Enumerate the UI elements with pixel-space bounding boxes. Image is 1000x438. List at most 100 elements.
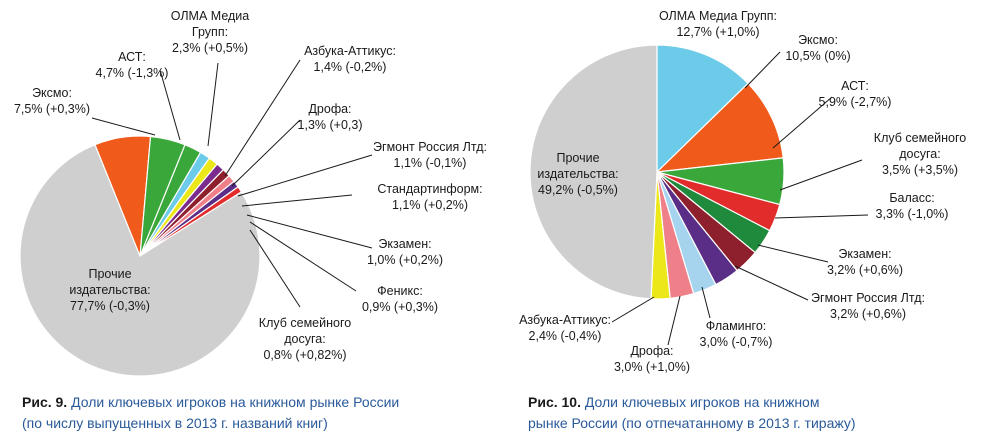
pie1-label-0-line-2: 2,3% (+0,5%) <box>172 41 248 55</box>
pie1-leader-1 <box>224 59 301 177</box>
pie-chart-1: ОЛМА Медиа Групп: 2,3% (+0,5%) Азбука-Аттик… <box>14 9 487 377</box>
pie2-slice-1 <box>655 82 784 173</box>
pie2-leader-7 <box>701 286 711 319</box>
pie1-leader-9 <box>91 117 156 136</box>
pie2-label-3-line-2: 3,5% (+3,5%) <box>882 163 958 177</box>
pie2-label-6-line-1: 3,2% (+0,6%) <box>830 307 906 321</box>
pie1-leader-2 <box>231 119 301 187</box>
pie2-label-10-line-0: Прочие <box>556 151 599 165</box>
pie2-label-5: Экзамен: 3,2% (+0,6%) <box>827 247 903 277</box>
pie1-label-3-line-1: 1,1% (-0,1%) <box>394 156 467 170</box>
pie2-label-0: ОЛМА Медиа Групп: 12,7% (+1,0%) <box>659 9 777 39</box>
pie1-label-10-line-1: 4,7% (-1,3%) <box>96 66 169 80</box>
pie1-label-8-line-2: 77,7% (-0,3%) <box>70 299 150 313</box>
pie2-leader-2 <box>772 96 833 149</box>
pie2-label-2: АСТ: 5,9% (-2,7%) <box>819 79 892 109</box>
caption-fig10-line1: Доли ключевых игроков на книжном <box>584 394 820 410</box>
pie2-label-10-line-1: издательства: <box>537 167 618 181</box>
pie1-leader-4 <box>241 194 353 207</box>
pie2-label-6-line-0: Эгмонт Россия Лтд: <box>811 291 925 305</box>
pie2-label-4: Баласс: 3,3% (-1,0%) <box>876 191 949 221</box>
pie2-label-9: Азбука-Аттикус: 2,4% (-0,4%) <box>519 313 611 343</box>
pie2-leader-1 <box>744 51 781 89</box>
pie1-label-9: Эксмо: 7,5% (+0,3%) <box>14 86 90 116</box>
pie2-label-9-line-0: Азбука-Аттикус: <box>519 313 611 327</box>
pie2-slice-10 <box>529 44 658 300</box>
pie2-label-3-line-1: досуга: <box>899 147 940 161</box>
caption-fig9-line1: Доли ключевых игроков на книжном рынке Р… <box>71 394 400 410</box>
caption-fig10: Рис. 10. Доли ключевых игроков на книжно… <box>528 392 988 434</box>
pie1-label-2: Дрофа: 1,3% (+0,3) <box>298 102 363 132</box>
pie2-label-5-line-0: Экзамен: <box>838 247 891 261</box>
pie1-slice-10 <box>139 135 186 257</box>
pie2-label-2-line-0: АСТ: <box>841 79 869 93</box>
pie1-label-1-line-0: Азбука-Аттикус: <box>304 44 396 58</box>
caption-fig10-line2: рынке России (по отпечатанному в 2013 г.… <box>528 415 856 431</box>
pie1-label-9-line-1: 7,5% (+0,3%) <box>14 102 90 116</box>
pie1-label-0: ОЛМА Медиа Групп: 2,3% (+0,5%) <box>171 9 250 55</box>
pie1-label-10-line-0: АСТ: <box>118 50 146 64</box>
pie2-leader-6 <box>734 265 809 301</box>
pie2-label-4-line-1: 3,3% (-1,0%) <box>876 207 949 221</box>
pie1-label-9-line-0: Эксмо: <box>32 86 72 100</box>
pie1-label-7-line-0: Клуб семейного <box>259 316 351 330</box>
pie1-label-7: Клуб семейного досуга: 0,8% (+0,82%) <box>259 316 351 362</box>
caption-fig9: Рис. 9. Доли ключевых игроков на книжном… <box>22 392 492 434</box>
pie2-label-8-line-1: 3,0% (+1,0%) <box>614 360 690 374</box>
pie2-label-6: Эгмонт Россия Лтд: 3,2% (+0,6%) <box>811 291 925 321</box>
pie1-label-1: Азбука-Аттикус: 1,4% (-0,2%) <box>304 44 396 74</box>
pie1-label-4-line-1: 1,1% (+0,2%) <box>392 198 468 212</box>
pie1-label-0-line-1: Групп: <box>192 25 228 39</box>
pie2-label-7-line-0: Фламинго: <box>706 319 767 333</box>
pie1-label-3-line-0: Эгмонт Россия Лтд: <box>373 140 487 154</box>
pie1-label-6-line-1: 0,9% (+0,3%) <box>362 300 438 314</box>
pie2-label-10-line-2: 49,2% (-0,5%) <box>538 183 618 197</box>
pie1-label-5-line-1: 1,0% (+0,2%) <box>367 253 443 267</box>
pie-chart-2: ОЛМА Медиа Групп: 12,7% (+1,0%) Эксмо: 10,5… <box>519 9 966 374</box>
pie1-label-7-line-1: досуга: <box>284 332 325 346</box>
pie2-leader-4 <box>774 214 869 219</box>
pie2-leader-8 <box>667 295 681 346</box>
pie1-label-7-line-2: 0,8% (+0,82%) <box>263 348 346 362</box>
pie2-label-3-line-0: Клуб семейного <box>874 131 966 145</box>
pie1-label-3: Эгмонт Россия Лтд: 1,1% (-0,1%) <box>373 140 487 170</box>
caption-fig10-prefix: Рис. 10. <box>528 394 581 410</box>
pie2-label-1: Эксмо: 10,5% (0%) <box>785 33 850 63</box>
pie1-leader-5 <box>246 214 373 249</box>
pie1-label-4: Стандартинформ: 1,1% (+0,2%) <box>377 182 482 212</box>
pie1-label-2-line-1: 1,3% (+0,3) <box>298 118 363 132</box>
pie1-leader-0 <box>207 62 219 147</box>
pie2-slice-0 <box>656 44 749 174</box>
pie2-label-3: Клуб семейного досуга: 3,5% (+3,5%) <box>874 131 966 177</box>
pie2-label-9-line-1: 2,4% (-0,4%) <box>529 329 602 343</box>
pie1-label-8-line-0: Прочие <box>88 267 131 281</box>
pie1-label-2-line-0: Дрофа: <box>308 102 351 116</box>
pie2-label-7: Фламинго: 3,0% (-0,7%) <box>700 319 773 349</box>
pie1-label-10: АСТ: 4,7% (-1,3%) <box>96 50 169 80</box>
pie1-leader-10 <box>159 69 181 141</box>
pie1-leader-3 <box>237 154 373 197</box>
pie2-label-4-line-0: Баласс: <box>889 191 934 205</box>
pie2-leader-5 <box>757 244 829 263</box>
pie1-label-4-line-0: Стандартинформ: <box>377 182 482 196</box>
pie1-label-6: Феникс: 0,9% (+0,3%) <box>362 284 438 314</box>
pie2-label-0-line-1: 12,7% (+1,0%) <box>676 25 759 39</box>
pie1-label-8: Прочие издательства: 77,7% (-0,3%) <box>69 267 150 313</box>
pie2-label-0-line-0: ОЛМА Медиа Групп: <box>659 9 777 23</box>
pie1-label-5: Экзамен: 1,0% (+0,2%) <box>367 237 443 267</box>
pie1-label-1-line-1: 1,4% (-0,2%) <box>314 60 387 74</box>
pie1-label-6-line-0: Феникс: <box>377 284 423 298</box>
pie1-slice-8 <box>19 143 261 377</box>
pie1-label-0-line-0: ОЛМА Медиа <box>171 9 250 23</box>
pie2-label-2-line-1: 5,9% (-2,7%) <box>819 95 892 109</box>
caption-fig9-line2: (по числу выпущенных в 2013 г. названий … <box>22 415 328 431</box>
pie2-label-5-line-1: 3,2% (+0,6%) <box>827 263 903 277</box>
pie2-label-1-line-1: 10,5% (0%) <box>785 49 850 63</box>
caption-fig9-prefix: Рис. 9. <box>22 394 68 410</box>
pie1-label-8-line-1: издательства: <box>69 283 150 297</box>
pie2-label-1-line-0: Эксмо: <box>798 33 838 47</box>
pie2-label-7-line-1: 3,0% (-0,7%) <box>700 335 773 349</box>
pie2-leader-3 <box>779 159 863 191</box>
pie1-leader-6 <box>249 221 357 292</box>
